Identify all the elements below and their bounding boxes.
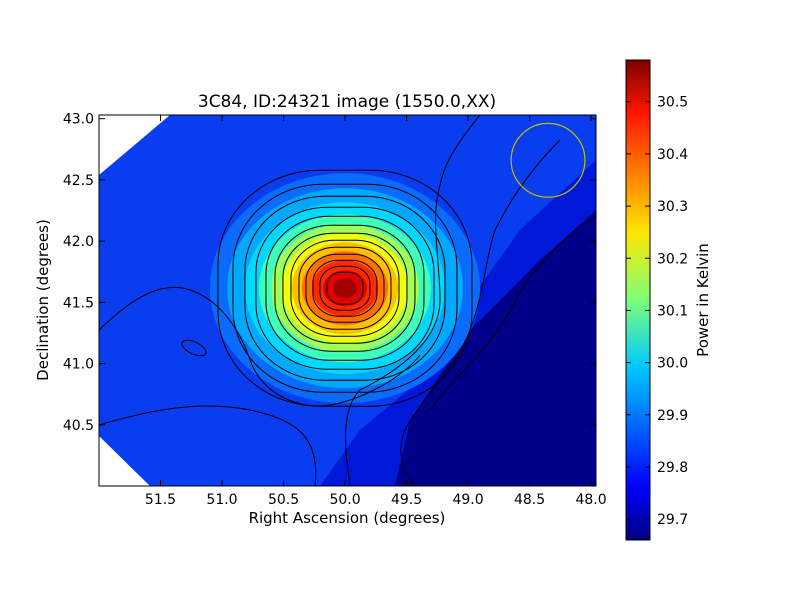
heatmap-emission — [209, 173, 480, 404]
colorbar-tick-label: 30.5 — [657, 95, 688, 111]
secondary-contour — [181, 339, 207, 357]
x-tick-label: 51.0 — [206, 492, 237, 508]
heatmap-low-region — [395, 210, 596, 486]
y-tick-label: 43.0 — [63, 112, 94, 128]
outer-contour-left — [99, 286, 421, 407]
contour-line — [232, 183, 458, 393]
colorbar-tick-label: 30.1 — [657, 303, 688, 319]
contour-line — [290, 239, 400, 337]
outer-contour-right-1 — [345, 115, 481, 486]
heatmap-corner-top-left — [99, 115, 170, 175]
x-tick-label: 51.5 — [145, 492, 176, 508]
y-tick-label: 42.5 — [63, 173, 94, 189]
x-tick-label: 50.0 — [329, 492, 360, 508]
colorbar-tick-label: 29.8 — [657, 460, 688, 476]
y-tick-label: 41.5 — [63, 295, 94, 311]
contour-line — [326, 271, 364, 305]
colorbar-tick-label: 29.9 — [657, 408, 688, 424]
colorbar-tick-label: 29.7 — [657, 512, 688, 528]
contour-line — [298, 246, 392, 330]
contour-line — [244, 195, 446, 381]
heatmap-corner-bottom-left — [99, 436, 150, 486]
outer-contour-right-2 — [400, 139, 561, 486]
chart-title: 3C84, ID:24321 image (1550.0,XX) — [198, 92, 496, 112]
x-tick-label: 48.5 — [514, 492, 545, 508]
x-axis-label: Right Ascension (degrees) — [249, 509, 446, 527]
colorbar: 29.7 29.8 29.9 30.0 30.1 30.2 30.3 30.4 30.5 Pow… — [625, 59, 712, 541]
x-tick-label: 50.5 — [268, 492, 299, 508]
contour-lines — [217, 169, 473, 407]
contour-line — [265, 215, 425, 361]
y-tick-label: 40.5 — [63, 418, 94, 434]
plot-frame — [98, 114, 597, 487]
outer-contour-right-3 — [429, 214, 596, 411]
contour-line — [319, 265, 371, 311]
beam-circle — [510, 122, 586, 198]
colorbar-gradient — [625, 59, 651, 541]
x-tick-label: 49.5 — [391, 492, 422, 508]
contour-line — [274, 224, 416, 352]
contour-line — [217, 169, 473, 407]
y-axis-label: Declination (degrees) — [34, 219, 52, 381]
colorbar-tick-label: 30.4 — [657, 147, 688, 163]
colorbar-ticks: 29.7 29.8 29.9 30.0 30.1 30.2 30.3 30.4 30.5 — [626, 95, 688, 528]
colorbar-tick-label: 30.3 — [657, 199, 688, 215]
colorbar-tick-label: 30.2 — [657, 251, 688, 267]
outer-contour-bottom — [99, 405, 317, 486]
x-tick-label: 49.0 — [452, 492, 483, 508]
contour-line — [305, 253, 385, 323]
x-axis-ticks: 51.5 51.0 50.5 50.0 49.5 49.0 48.5 48.0 — [145, 115, 607, 508]
y-axis-ticks: 40.5 41.0 41.5 42.0 42.5 43.0 — [63, 112, 596, 434]
contour-line — [282, 232, 408, 344]
contour-line — [255, 206, 435, 370]
y-tick-label: 41.0 — [63, 357, 94, 373]
y-tick-label: 42.0 — [63, 234, 94, 250]
colorbar-label: Power in Kelvin — [694, 243, 712, 357]
x-tick-label: 48.0 — [575, 492, 606, 508]
heat-level — [332, 278, 357, 299]
contour-line — [312, 259, 378, 317]
plot-area — [98, 114, 597, 487]
colorbar-tick-label: 30.0 — [657, 356, 688, 372]
